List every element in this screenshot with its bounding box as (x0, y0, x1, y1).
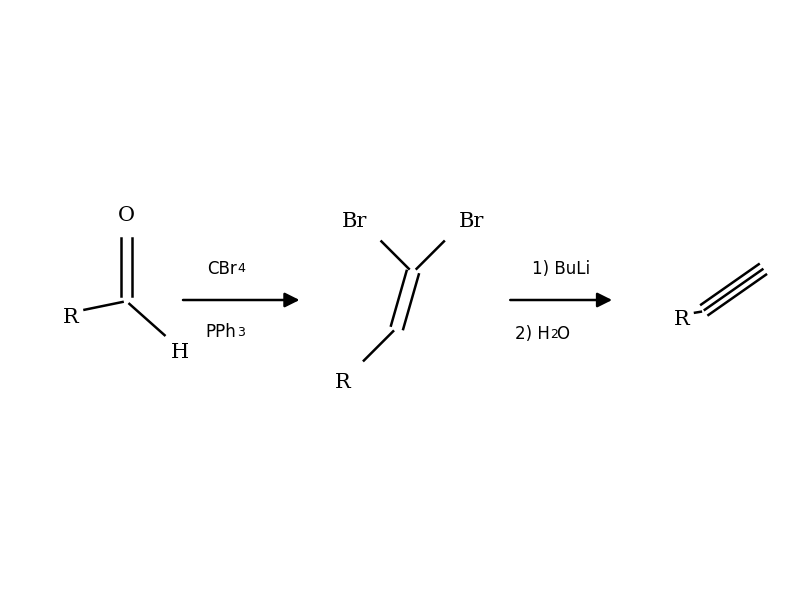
Text: 2) H: 2) H (514, 325, 550, 343)
Text: Br: Br (342, 212, 366, 232)
Text: CBr: CBr (206, 260, 236, 278)
Text: R: R (674, 310, 690, 329)
Text: O: O (556, 325, 570, 343)
Text: Br: Br (458, 212, 484, 232)
Text: 2: 2 (550, 328, 558, 341)
Text: PPh: PPh (206, 323, 236, 341)
Text: O: O (118, 206, 135, 226)
Text: R: R (63, 308, 78, 327)
Text: H: H (171, 343, 190, 362)
Text: 3: 3 (238, 326, 246, 339)
Text: 1) BuLi: 1) BuLi (532, 260, 590, 278)
Text: 4: 4 (238, 262, 246, 275)
Text: R: R (334, 373, 350, 392)
